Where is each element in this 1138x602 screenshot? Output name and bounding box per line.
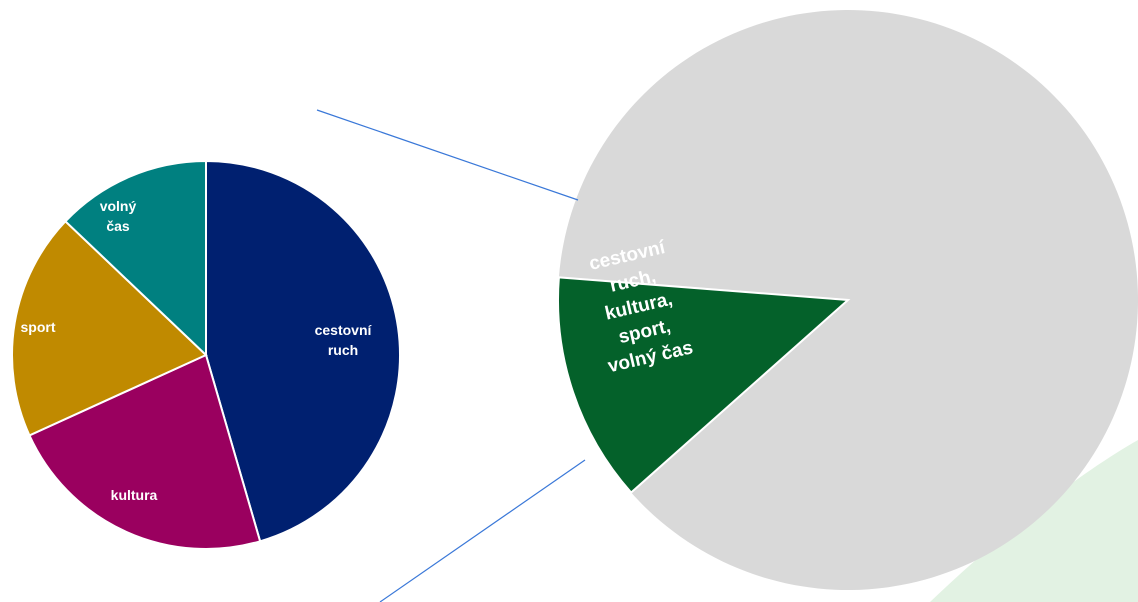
slice-label-cestovni-ruch: cestovní ruch bbox=[315, 322, 373, 358]
connector-line-top bbox=[316, 109, 579, 201]
slice-label-volny-cas: volný čas bbox=[100, 198, 137, 234]
pie-slice-cestovni-ruch-kultura-sport-volny-cas bbox=[557, 276, 851, 494]
pie-slice-sport bbox=[11, 219, 208, 437]
small-pie-labels: cestovní ruch kultura sport volný čas bbox=[21, 198, 373, 503]
pie-slice-volny-cas bbox=[64, 159, 207, 358]
connector-line-bottom bbox=[379, 459, 586, 602]
pie-slice-cestovni-ruch bbox=[205, 159, 401, 543]
small-pie-chart bbox=[11, 159, 401, 550]
pie-slice-kultura bbox=[28, 353, 262, 550]
big-pie-chart bbox=[557, 10, 1138, 590]
slice-label-sport: sport bbox=[21, 319, 56, 335]
slice-label-kultura: kultura bbox=[111, 487, 158, 503]
